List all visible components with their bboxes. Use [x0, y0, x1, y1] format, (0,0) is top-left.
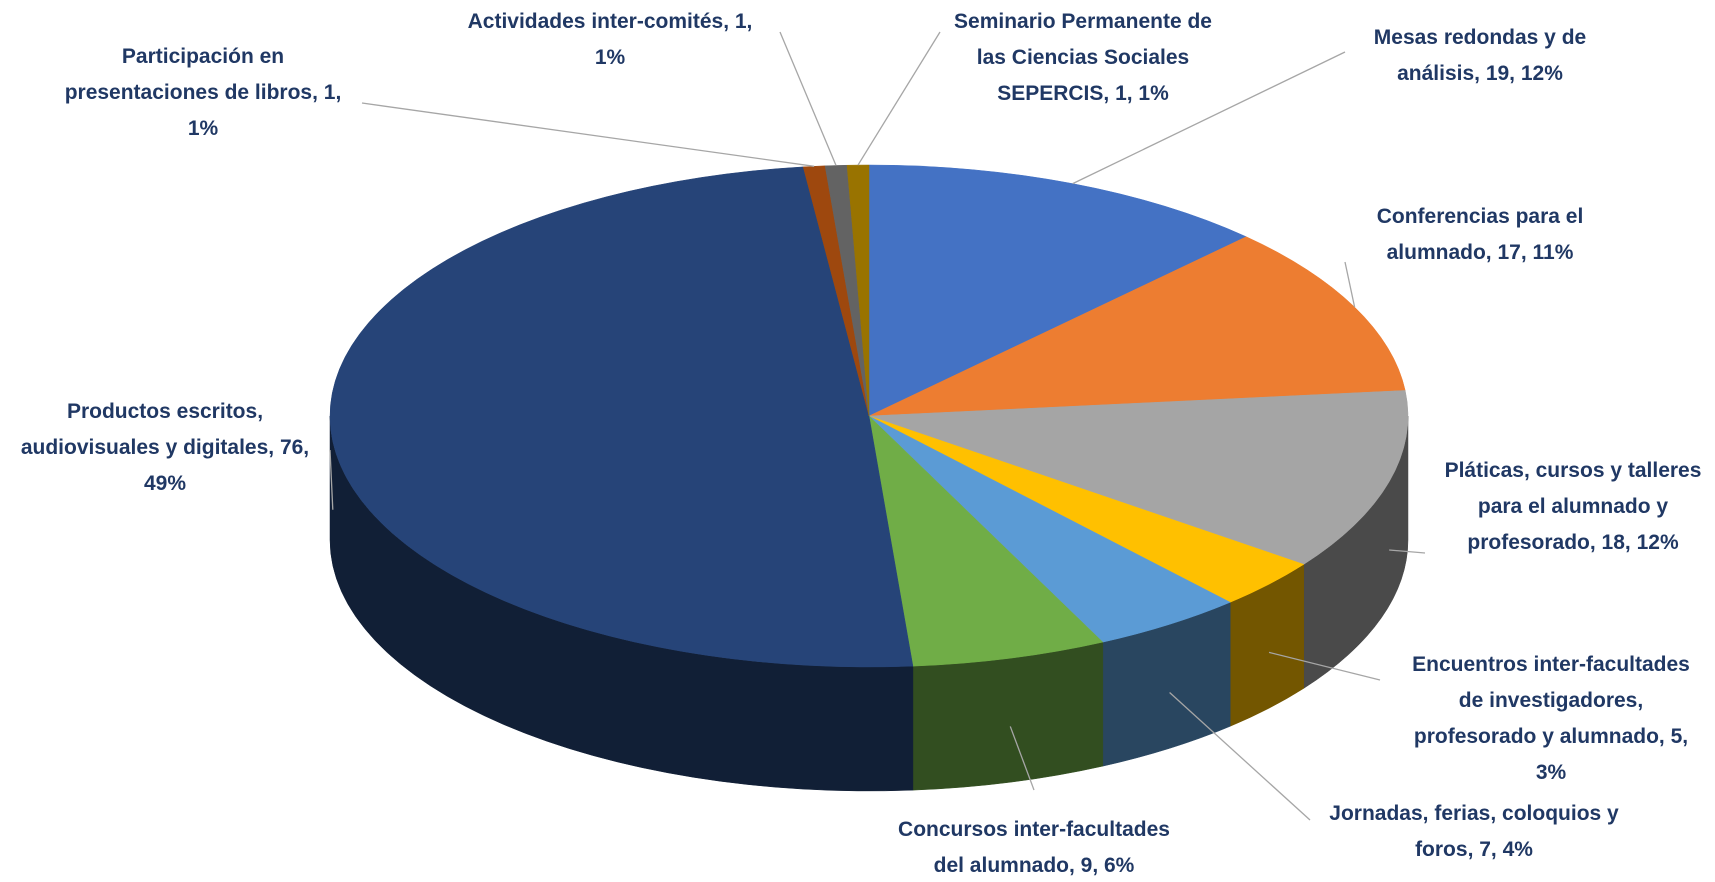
- slice: [329, 166, 914, 668]
- data-label: Actividades inter-comités, 1, 1%: [468, 10, 753, 69]
- leader-line: [1268, 651, 1381, 681]
- data-label: Mesas redondas y de análisis, 19, 12%: [1374, 26, 1586, 85]
- data-label: Pláticas, cursos y talleres para el alumn…: [1445, 459, 1702, 554]
- leader-line: [1009, 726, 1035, 791]
- leader-line: [1169, 692, 1311, 821]
- leader-line: [329, 449, 334, 510]
- slice: [868, 164, 1247, 417]
- leader-line: [1344, 261, 1356, 308]
- data-label: Jornadas, ferias, coloquios y foros, 7, 4…: [1329, 802, 1619, 861]
- slice: [846, 164, 870, 417]
- leader-line: [779, 31, 837, 166]
- data-label: Encuentros inter-facultades de investigad…: [1412, 653, 1690, 784]
- leader-line: [1072, 51, 1346, 185]
- data-label: Seminario Permanente de las Ciencias Soci…: [954, 10, 1212, 105]
- slice: [868, 390, 1409, 565]
- data-label: Participación en presentaciones de libros…: [65, 45, 342, 140]
- data-label: Productos escritos, audiovisuales y digit…: [21, 400, 309, 495]
- data-label: Conferencias para el alumnado, 17, 11%: [1377, 205, 1584, 264]
- leader-line: [1389, 549, 1426, 554]
- data-label: Concursos inter-facultades del alumnado, …: [898, 818, 1170, 877]
- leader-line: [857, 31, 941, 166]
- slice: [868, 415, 1104, 667]
- leader-line: [361, 102, 815, 167]
